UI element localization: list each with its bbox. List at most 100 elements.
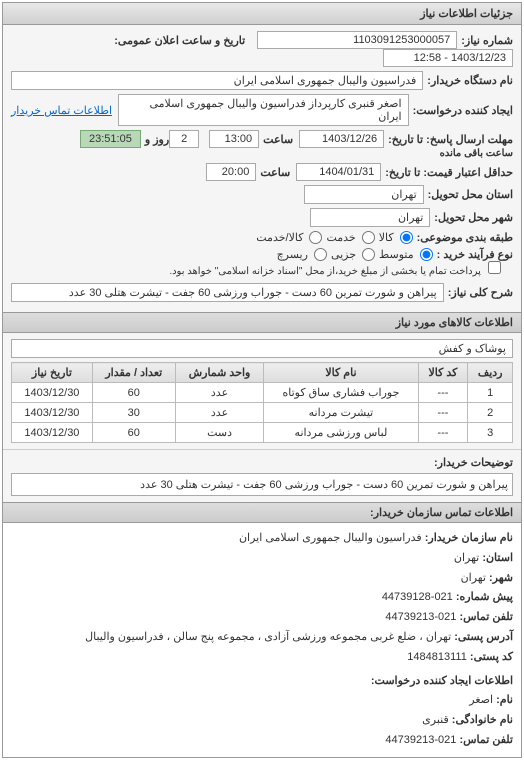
table-cell: تیشرت مردانه bbox=[264, 403, 418, 423]
budget-label: طبقه بندی موضوعی: bbox=[417, 231, 513, 244]
request-no-value: 1103091253000057 bbox=[257, 31, 457, 49]
row-buyer-org: نام دستگاه خریدار: فدراسیون والیبال جمهو… bbox=[11, 71, 513, 90]
deadline-date: 1403/12/26 bbox=[299, 130, 384, 148]
table-cell: 2 bbox=[468, 403, 513, 423]
table-cell: لباس ورزشی مردانه bbox=[264, 423, 418, 443]
table-header-cell: واحد شمارش bbox=[175, 363, 264, 383]
table-cell: دست bbox=[175, 423, 264, 443]
table-cell: --- bbox=[418, 423, 468, 443]
table-cell: 3 bbox=[468, 423, 513, 443]
c-city: تهران bbox=[461, 572, 486, 584]
row-delivery-city: شهر محل تحویل: تهران bbox=[11, 208, 513, 227]
table-cell: 1403/12/30 bbox=[12, 383, 93, 403]
creator-section: اطلاعات ایجاد کننده درخواست: bbox=[11, 672, 513, 692]
row-purchase-type: نوع فرآیند خرید : متوسط جزیی ریسرچ پرداخ… bbox=[11, 248, 513, 277]
radio-partial-label: جزیی bbox=[331, 248, 356, 261]
table-cell: 30 bbox=[92, 403, 175, 423]
radio-goods-service[interactable] bbox=[309, 231, 322, 244]
table-cell: جوراب فشاری ساق کوتاه bbox=[264, 383, 418, 403]
c-prefix-label: پیش شماره: bbox=[456, 591, 513, 603]
c-name-label: نام: bbox=[496, 694, 513, 706]
validity-date: 1404/01/31 bbox=[296, 163, 381, 181]
row-item-group: پوشاک و کفش bbox=[11, 339, 513, 358]
item-group-value: پوشاک و کفش bbox=[11, 339, 513, 358]
table-header-cell: کد کالا bbox=[418, 363, 468, 383]
table-cell: 60 bbox=[92, 423, 175, 443]
days-remaining: 2 bbox=[169, 130, 199, 148]
items-body-rows: 1---جوراب فشاری ساق کوتاهعدد601403/12/30… bbox=[12, 383, 513, 443]
subject-label: شرح کلی نیاز: bbox=[448, 286, 513, 299]
c-ctel-label: تلفن تماس: bbox=[459, 734, 513, 746]
table-header-cell: تاریخ نیاز bbox=[12, 363, 93, 383]
radio-research-label: ریسرچ bbox=[277, 248, 308, 261]
table-cell: 1 bbox=[468, 383, 513, 403]
table-cell: عدد bbox=[175, 383, 264, 403]
c-city-label: شهر: bbox=[489, 572, 513, 584]
row-deadline: مهلت ارسال پاسخ: تا تاریخ: 1403/12/26 سا… bbox=[11, 130, 513, 159]
items-body: پوشاک و کفش ردیفکد کالانام کالاواحد شمار… bbox=[3, 333, 521, 449]
announce-value: 1403/12/23 - 12:58 bbox=[383, 49, 513, 67]
items-section-title: اطلاعات کالاهای مورد نیاز bbox=[3, 312, 521, 333]
requester-value: اصغر قنبری کارپرداز فدراسیون والیبال جمه… bbox=[118, 94, 409, 126]
payment-checkbox[interactable] bbox=[488, 261, 501, 274]
c-family: قنبری bbox=[422, 714, 449, 726]
c-state-label: استان: bbox=[482, 552, 513, 564]
buyer-org-label: نام دستگاه خریدار: bbox=[427, 74, 513, 87]
table-header-cell: ردیف bbox=[468, 363, 513, 383]
details-panel: جزئیات اطلاعات نیاز شماره نیاز: 11030912… bbox=[2, 2, 522, 758]
table-cell: --- bbox=[418, 383, 468, 403]
buyer-desc-label: توضیحات خریدار: bbox=[434, 457, 513, 469]
radio-small[interactable] bbox=[420, 248, 433, 261]
table-header-cell: تعداد / مقدار bbox=[92, 363, 175, 383]
table-cell: 1403/12/30 bbox=[12, 403, 93, 423]
delivery-state-label: استان محل تحویل: bbox=[428, 188, 513, 201]
c-post: 1484813111 bbox=[407, 651, 467, 663]
deadline-label: مهلت ارسال پاسخ: تا تاریخ: bbox=[388, 133, 513, 146]
table-cell: 1403/12/30 bbox=[12, 423, 93, 443]
c-addr: تهران ، ضلع غربی مجموعه ورزشی آزادی ، مج… bbox=[85, 631, 451, 643]
validity-time: 20:00 bbox=[206, 163, 256, 181]
row-requester: ایجاد کننده درخواست: اصغر قنبری کارپرداز… bbox=[11, 94, 513, 126]
buyer-desc-text: پیراهن و شورت تمرین 60 دست - جوراب ورزشی… bbox=[11, 473, 513, 496]
table-row[interactable]: 1---جوراب فشاری ساق کوتاهعدد601403/12/30 bbox=[12, 383, 513, 403]
payment-note: پرداخت تمام یا بخشی از مبلغ خرید،از محل … bbox=[169, 266, 481, 277]
c-org: فدراسیون والیبال جمهوری اسلامی ایران bbox=[239, 532, 422, 544]
radio-service-label: خدمت bbox=[326, 231, 355, 244]
time-label-1: ساعت bbox=[263, 133, 293, 146]
c-prefix: 021-44739128 bbox=[382, 591, 453, 603]
time-label-2: ساعت bbox=[260, 166, 290, 179]
budget-radio-group: کالا خدمت کالا/خدمت bbox=[256, 231, 412, 244]
delivery-state-value: تهران bbox=[304, 185, 424, 204]
radio-goods[interactable] bbox=[400, 231, 413, 244]
row-delivery-state: استان محل تحویل: تهران bbox=[11, 185, 513, 204]
announce-label: تاریخ و ساعت اعلان عمومی: bbox=[114, 34, 245, 47]
validity-label: حداقل اعتبار قیمت: تا تاریخ: bbox=[385, 166, 513, 179]
c-addr-label: آدرس پستی: bbox=[454, 631, 513, 643]
panel-body: شماره نیاز: 1103091253000057 تاریخ و ساع… bbox=[3, 25, 521, 312]
c-family-label: نام خانوادگی: bbox=[452, 714, 513, 726]
days-label: روز و bbox=[145, 133, 169, 146]
countdown-timer: 23:51:05 bbox=[80, 130, 141, 148]
radio-goods-label: کالا bbox=[379, 231, 394, 244]
request-no-label: شماره نیاز: bbox=[461, 34, 513, 47]
c-name: اصغر bbox=[469, 694, 493, 706]
panel-title: جزئیات اطلاعات نیاز bbox=[3, 3, 521, 25]
radio-research[interactable] bbox=[314, 248, 327, 261]
buyer-contact-link[interactable]: اطلاعات تماس خریدار bbox=[11, 104, 112, 117]
radio-partial[interactable] bbox=[362, 248, 375, 261]
buyer-org-value: فدراسیون والیبال جمهوری اسلامی ایران bbox=[11, 71, 423, 90]
c-tel: 021-44739213 bbox=[385, 611, 456, 623]
purchase-type-label: نوع فرآیند خرید : bbox=[437, 248, 513, 261]
countdown-suffix: ساعت باقی مانده bbox=[440, 148, 513, 159]
delivery-city-value: تهران bbox=[310, 208, 430, 227]
table-row[interactable]: 3---لباس ورزشی مردانهدست601403/12/30 bbox=[12, 423, 513, 443]
c-state: تهران bbox=[454, 552, 479, 564]
row-subject: شرح کلی نیاز: پیراهن و شورت تمرین 60 دست… bbox=[11, 283, 513, 302]
c-post-label: کد پستی: bbox=[470, 651, 513, 663]
buyer-desc-block: توضیحات خریدار: پیراهن و شورت تمرین 60 د… bbox=[3, 449, 521, 502]
table-cell: --- bbox=[418, 403, 468, 423]
row-budget: طبقه بندی موضوعی: کالا خدمت کالا/خدمت bbox=[11, 231, 513, 244]
subject-value: پیراهن و شورت تمرین 60 دست - جوراب ورزشی… bbox=[11, 283, 444, 302]
table-row[interactable]: 2---تیشرت مردانهعدد301403/12/30 bbox=[12, 403, 513, 423]
radio-service[interactable] bbox=[362, 231, 375, 244]
